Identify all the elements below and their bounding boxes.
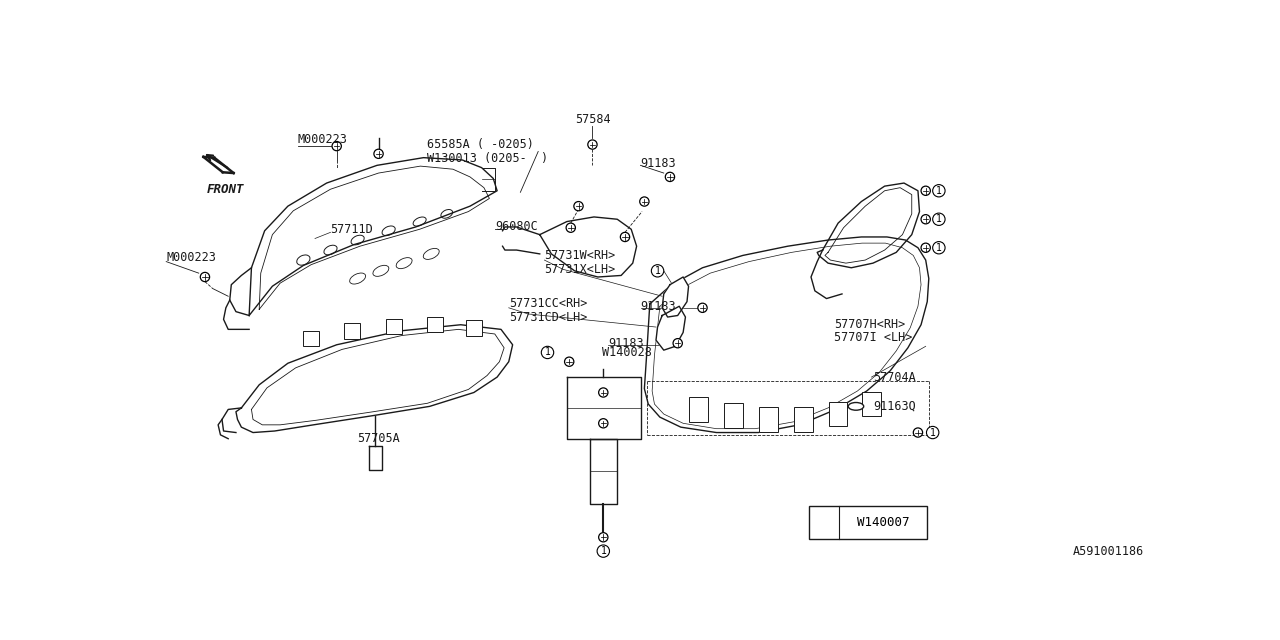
- Polygon shape: [657, 307, 686, 350]
- Text: 1: 1: [936, 214, 942, 224]
- Circle shape: [922, 186, 931, 195]
- Bar: [724, 403, 742, 428]
- Polygon shape: [250, 157, 497, 316]
- Circle shape: [573, 202, 584, 211]
- Text: 91183: 91183: [608, 337, 644, 349]
- Text: 57705A: 57705A: [357, 432, 401, 445]
- Circle shape: [599, 532, 608, 542]
- Circle shape: [698, 303, 707, 312]
- Text: 57584: 57584: [575, 113, 611, 125]
- Text: 57731CC<RH>: 57731CC<RH>: [508, 298, 588, 310]
- Circle shape: [599, 388, 608, 397]
- Bar: [428, 317, 443, 332]
- Text: M000223: M000223: [166, 252, 216, 264]
- Circle shape: [673, 339, 682, 348]
- Circle shape: [564, 357, 573, 366]
- Text: 57707I <LH>: 57707I <LH>: [835, 330, 913, 344]
- Bar: [759, 407, 778, 432]
- Text: FRONT: FRONT: [207, 183, 244, 196]
- Circle shape: [817, 515, 832, 531]
- Circle shape: [621, 232, 630, 241]
- Bar: [829, 402, 847, 426]
- Circle shape: [922, 243, 931, 252]
- Circle shape: [927, 426, 938, 438]
- Text: 1: 1: [820, 518, 828, 527]
- Circle shape: [200, 273, 210, 282]
- Text: 57711D: 57711D: [330, 223, 374, 236]
- Text: 1: 1: [600, 546, 607, 556]
- Bar: [863, 392, 881, 417]
- Text: 57704A: 57704A: [873, 371, 915, 383]
- Ellipse shape: [849, 403, 864, 410]
- Text: W140028: W140028: [602, 346, 652, 359]
- Circle shape: [332, 141, 342, 150]
- Circle shape: [640, 197, 649, 206]
- Text: 57731X<LH>: 57731X<LH>: [544, 263, 616, 276]
- Polygon shape: [644, 237, 929, 433]
- Text: 57731W<RH>: 57731W<RH>: [544, 249, 616, 262]
- Polygon shape: [662, 277, 689, 317]
- Circle shape: [933, 184, 945, 197]
- Text: 1: 1: [544, 348, 550, 358]
- Bar: [690, 397, 708, 422]
- Bar: [466, 320, 481, 335]
- Text: 1: 1: [654, 266, 660, 276]
- Polygon shape: [236, 324, 512, 433]
- Text: M000223: M000223: [298, 133, 348, 147]
- Text: 57707H<RH>: 57707H<RH>: [835, 318, 905, 332]
- Text: W140007: W140007: [856, 516, 909, 529]
- Text: 1: 1: [929, 428, 936, 438]
- Text: 91183: 91183: [640, 157, 676, 170]
- Text: A591001186: A591001186: [1073, 545, 1144, 558]
- Circle shape: [666, 172, 675, 182]
- Circle shape: [588, 140, 596, 149]
- Bar: [387, 319, 402, 334]
- Text: 57731CD<LH>: 57731CD<LH>: [508, 311, 588, 324]
- Circle shape: [566, 223, 576, 232]
- Text: 1: 1: [936, 186, 942, 196]
- Text: W130013 (0205-  ): W130013 (0205- ): [428, 152, 549, 165]
- Bar: [809, 506, 927, 539]
- Circle shape: [596, 545, 609, 557]
- Circle shape: [599, 419, 608, 428]
- Bar: [344, 323, 360, 339]
- Text: 91183: 91183: [640, 300, 676, 313]
- Circle shape: [914, 428, 923, 437]
- Circle shape: [922, 214, 931, 224]
- Text: 91163Q: 91163Q: [873, 400, 915, 413]
- Bar: [303, 331, 319, 346]
- Bar: [794, 407, 813, 432]
- Text: 1: 1: [936, 243, 942, 253]
- Text: 65585A ( -0205): 65585A ( -0205): [428, 138, 534, 151]
- Circle shape: [541, 346, 554, 358]
- Text: 96080C: 96080C: [495, 220, 538, 234]
- Polygon shape: [817, 183, 919, 268]
- Circle shape: [933, 241, 945, 254]
- Circle shape: [933, 213, 945, 225]
- Circle shape: [652, 265, 664, 277]
- Polygon shape: [540, 217, 636, 277]
- Circle shape: [374, 149, 383, 159]
